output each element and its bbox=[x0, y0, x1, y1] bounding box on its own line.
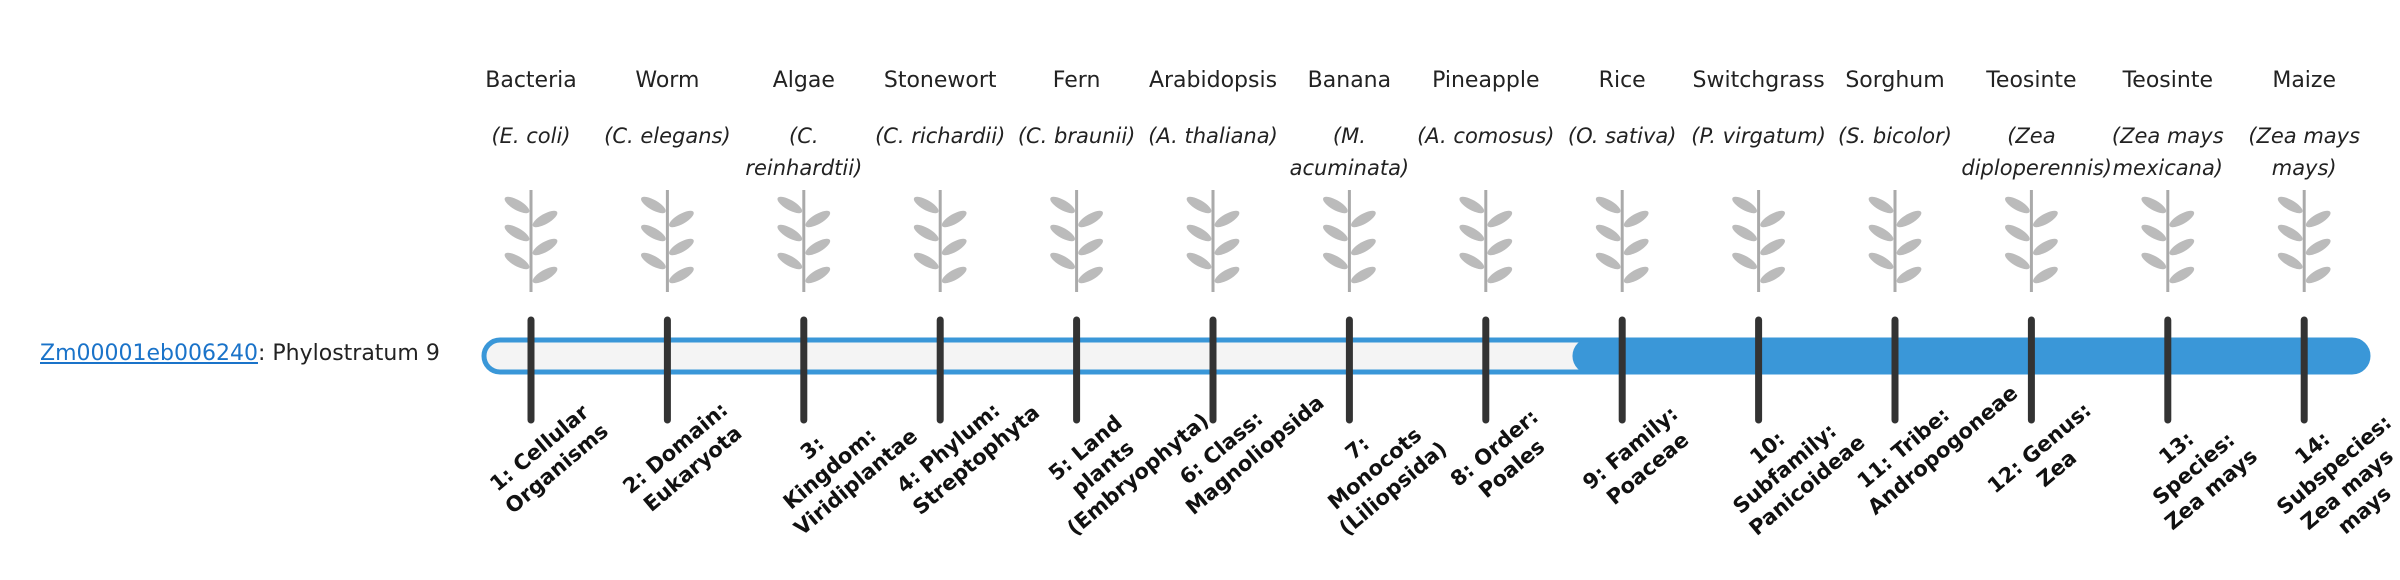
organism-name: Bacteria bbox=[485, 68, 577, 93]
organism-species: (Zea diploperennis) bbox=[1961, 124, 2112, 180]
organism-species: (O. sativa) bbox=[1567, 124, 1677, 148]
organism-illustration bbox=[1993, 178, 2070, 296]
organism-name: Worm bbox=[635, 68, 700, 93]
organism-name: Stonewort bbox=[883, 68, 997, 93]
organism-name: Algae bbox=[772, 68, 835, 93]
organism-species: (C. braunii) bbox=[1017, 124, 1136, 148]
organism-illustration bbox=[902, 178, 979, 296]
gene-link[interactable]: Zm00001eb006240 bbox=[40, 341, 258, 366]
organism-name: Pineapple bbox=[1432, 68, 1540, 93]
organism-name: Rice bbox=[1598, 68, 1646, 93]
organism-illustration bbox=[2266, 178, 2343, 296]
organism-name: Teosinte bbox=[2122, 68, 2213, 93]
gene-label: : Phylostratum bbox=[257, 341, 419, 366]
organism-species: (A. thaliana) bbox=[1148, 124, 1278, 148]
organism-illustration bbox=[1584, 178, 1661, 296]
organism-species: (P. virgatum) bbox=[1691, 124, 1826, 148]
organism-illustration bbox=[629, 178, 706, 296]
organism-name: Teosinte bbox=[1986, 68, 2077, 93]
organism-illustration bbox=[1857, 178, 1933, 296]
organism-species: (Zea mays mays) bbox=[2248, 124, 2361, 180]
organism-species: (C. elegans) bbox=[604, 124, 731, 148]
organism-species: (C. richardii) bbox=[875, 124, 1006, 148]
gene-phylostratum: 9 bbox=[425, 341, 440, 366]
organism-name: Maize bbox=[2272, 68, 2337, 93]
organism-illustration bbox=[1311, 178, 1388, 296]
organism-illustration bbox=[1720, 178, 1797, 296]
organism-illustration bbox=[1038, 178, 1115, 296]
organism-illustration bbox=[2129, 178, 2206, 296]
organism-illustration bbox=[765, 178, 842, 296]
organism-illustration bbox=[1175, 178, 1251, 296]
organism-species: (C. reinhardtii) bbox=[745, 124, 863, 180]
organism-species: (M. acuminata) bbox=[1289, 124, 1410, 180]
organism-name: Sorghum bbox=[1845, 68, 1945, 93]
organism-name: Switchgrass bbox=[1692, 68, 1825, 93]
organism-species: (A. comosus) bbox=[1417, 124, 1555, 148]
organism-name: Banana bbox=[1307, 68, 1392, 93]
organism-illustration bbox=[1447, 178, 1524, 296]
organism-species: (Zea mays mexicana) bbox=[2111, 124, 2224, 180]
organism-illustration bbox=[493, 178, 569, 296]
organism-name: Fern bbox=[1052, 68, 1101, 93]
organism-species: (E. coli) bbox=[491, 124, 571, 148]
gene-info: Zm00001eb006240: Phylostratum 9 bbox=[40, 341, 440, 366]
organism-species: (S. bicolor) bbox=[1838, 124, 1952, 148]
organism-name: Arabidopsis bbox=[1148, 68, 1278, 93]
bar-fill bbox=[1572, 338, 2370, 374]
